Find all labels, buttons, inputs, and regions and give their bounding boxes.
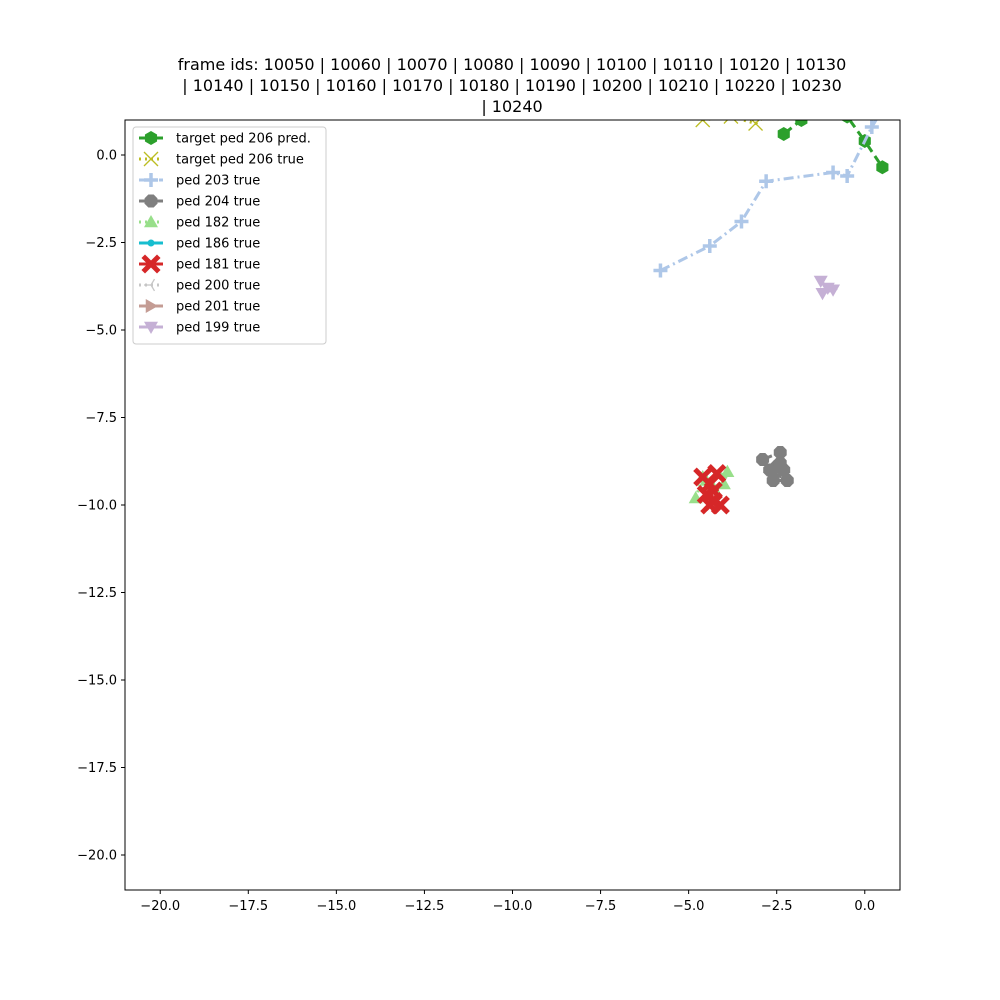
data-point-ped-203-true — [653, 263, 668, 278]
series-ped-181-true — [693, 463, 730, 515]
legend-entry-ped-201-true: ped 201 true — [139, 299, 260, 315]
data-point-ped-204-true — [780, 474, 794, 487]
y-tick-label: −10.0 — [77, 499, 117, 514]
x-tick-label: −12.5 — [405, 899, 445, 914]
series-line-target-ped-206-true — [702, 120, 763, 126]
legend-marker — [143, 151, 159, 167]
series-ped-203-true — [653, 103, 889, 278]
data-point-ped-203-true — [875, 103, 889, 117]
data-point-ped-203-true — [840, 169, 855, 183]
legend-marker — [144, 321, 158, 334]
legend-entry-ped-186-true: ped 186 true — [139, 237, 260, 252]
legend-marker — [144, 131, 158, 145]
series-line-ped-203-true — [659, 120, 878, 272]
x-tick-label: 0.0 — [854, 899, 875, 914]
y-tick-label: 0.0 — [96, 149, 117, 164]
legend-entry-ped-204-true: ped 204 true — [139, 195, 260, 210]
data-point-ped-199-true — [813, 275, 828, 288]
data-point-ped-204-true — [773, 456, 787, 470]
data-point-ped-203-true — [702, 239, 717, 253]
data-point-ped-204-true — [773, 446, 787, 459]
legend-label: ped 204 true — [176, 195, 260, 210]
y-tick-label: −15.0 — [77, 674, 117, 689]
chart-title-line-2: | 10140 | 10150 | 10160 | 10170 | 10180 … — [182, 76, 842, 95]
legend-label: ped 203 true — [176, 174, 260, 189]
data-point-ped-203-true — [826, 165, 841, 180]
data-point-target-ped-206-true — [766, 103, 780, 117]
x-axis-ticks: −20.0 −17.5 −15.0 −12.5 −10.0 −7.5 −5.0 −2.5 0.0 — [140, 890, 875, 914]
data-point-ped-181-true — [703, 481, 723, 501]
y-axis-ticks: 0.0 −2.5 −5.0 −7.5 −10.0 −12.5 −15.0 −17.5 −20.0 — [77, 149, 125, 864]
data-point-ped-203-true — [864, 120, 879, 134]
legend-entry-ped-200-true: ped 200 true — [139, 279, 260, 294]
data-point-target-ped-206-true — [723, 120, 739, 124]
x-tick-label: −15.0 — [316, 899, 356, 914]
legend-label: ped 201 true — [176, 300, 260, 315]
data-point-target-ped-206-pred — [876, 160, 889, 175]
data-point-ped-204-true — [763, 463, 777, 477]
legend-frame — [132, 126, 327, 345]
x-tick-label: −7.5 — [585, 899, 617, 914]
y-tick-label: −5.0 — [85, 324, 117, 339]
data-point-ped-203-true — [734, 214, 749, 229]
chart-title-line-1: frame ids: 10050 | 10060 | 10070 | 10080… — [178, 55, 847, 74]
x-tick-label: −10.0 — [493, 899, 533, 914]
x-tick-label: −17.5 — [228, 899, 268, 914]
plot-frame — [124, 119, 901, 891]
data-point-target-ped-206-true — [695, 120, 711, 128]
data-point-ped-204-true — [766, 474, 780, 487]
legend-marker — [144, 173, 158, 187]
x-tick-label: −2.5 — [761, 899, 793, 914]
legend-label: ped 186 true — [176, 237, 260, 252]
legend-label: ped 200 true — [176, 279, 260, 294]
data-point-ped-181-true — [707, 463, 727, 484]
legend-marker — [147, 239, 155, 247]
data-point-target-ped-206-pred — [816, 103, 828, 117]
y-tick-label: −7.5 — [85, 411, 117, 426]
data-point-target-ped-206-pred — [841, 120, 854, 124]
y-tick-label: −20.0 — [77, 849, 117, 864]
y-tick-label: −12.5 — [77, 586, 117, 601]
series-ped-199-true — [813, 275, 841, 301]
data-point-ped-182-true — [720, 464, 735, 477]
legend-entry-ped-203-true: ped 203 true — [139, 173, 260, 189]
legend-marker — [141, 254, 161, 274]
legend-label: ped 181 true — [176, 258, 260, 273]
data-point-ped-204-true — [756, 453, 770, 466]
legend-label: ped 199 true — [176, 321, 260, 336]
legend-marker — [144, 215, 158, 228]
chart-title: frame ids: 10050 | 10060 | 10070 | 10080… — [178, 55, 847, 116]
y-tick-label: −17.5 — [77, 761, 117, 776]
data-point-target-ped-206-pred — [777, 127, 790, 141]
series-target-ped-206-true — [695, 103, 780, 131]
legend-entry-ped-182-true: ped 182 true — [139, 215, 260, 231]
x-tick-label: −5.0 — [673, 899, 705, 914]
legend-marker — [144, 194, 158, 208]
data-point-target-ped-206-pred — [795, 120, 808, 127]
legend-entry-target-ped-206-true: target ped 206 true — [139, 151, 304, 168]
legend-label: target ped 206 true — [176, 153, 304, 168]
x-tick-label: −20.0 — [140, 899, 180, 914]
legend-marker — [145, 299, 158, 313]
data-point-target-ped-206-true — [748, 120, 764, 131]
legend-label: ped 182 true — [176, 216, 260, 231]
data-point-ped-203-true — [759, 174, 774, 189]
series-target-ped-206-pred — [777, 103, 889, 175]
data-point-ped-181-true — [700, 495, 720, 515]
legend-entry-ped-181-true: ped 181 true — [139, 254, 260, 274]
data-series — [653, 103, 889, 515]
chart-title-line-3: | 10240 — [481, 97, 542, 116]
data-point-ped-199-true — [826, 284, 841, 297]
y-tick-label: −2.5 — [85, 236, 117, 251]
legend: target ped 206 pred. target ped 206 true p… — [132, 126, 327, 345]
series-ped-204-true — [756, 446, 794, 487]
legend-entry-target-ped-206-pred: target ped 206 pred. — [139, 131, 311, 147]
legend-entry-ped-199-true: ped 199 true — [139, 321, 260, 336]
legend-marker — [144, 278, 156, 292]
data-point-ped-199-true — [815, 288, 830, 301]
legend-label: target ped 206 pred. — [176, 132, 311, 147]
